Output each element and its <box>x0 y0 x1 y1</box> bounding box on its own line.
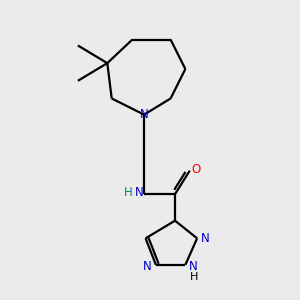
Text: N: N <box>189 260 198 273</box>
Text: H: H <box>189 272 198 282</box>
Text: H: H <box>124 186 132 199</box>
Text: N: N <box>134 186 143 199</box>
Text: N: N <box>143 260 152 273</box>
Text: O: O <box>191 163 200 176</box>
Text: N: N <box>140 108 148 121</box>
Text: N: N <box>201 232 210 245</box>
